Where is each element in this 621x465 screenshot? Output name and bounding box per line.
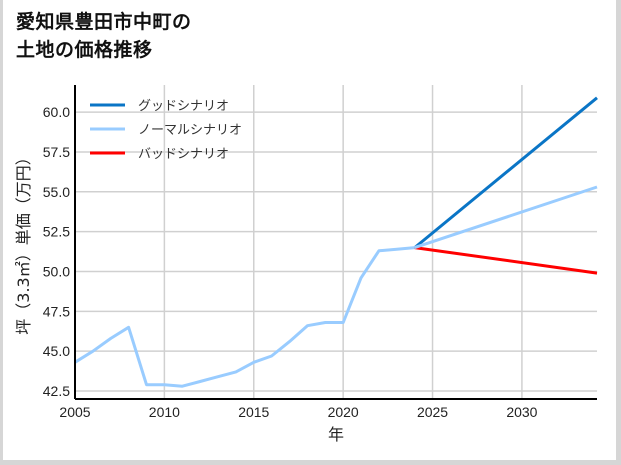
legend-label: グッドシナリオ [138, 99, 229, 114]
y-tick-label: 45.0 [43, 343, 70, 359]
x-axis-label: 年 [328, 425, 344, 444]
axes [74, 85, 597, 400]
y-tick-label: 52.5 [43, 224, 70, 240]
y-tick-labels: 42.5 45.0 47.5 50.0 52.5 55.0 57.5 60.0 [43, 104, 70, 399]
chart-frame: 愛知県豊田市中町の 土地の価格推移 [3, 0, 616, 460]
y-tick-label: 55.0 [43, 184, 70, 200]
x-tick-label: 2005 [59, 404, 90, 420]
x-tick-labels: 2005 2010 2015 2020 2025 2030 [59, 404, 537, 420]
chart-title-line1: 愛知県豊田市中町の [16, 11, 192, 33]
y-tick-label: 47.5 [43, 303, 70, 319]
series-line [414, 246, 598, 275]
chart-title: 愛知県豊田市中町の 土地の価格推移 [16, 8, 192, 64]
series-line [74, 246, 415, 388]
data-series [74, 96, 598, 388]
x-tick-label: 2030 [506, 404, 537, 420]
x-tick-label: 2025 [417, 404, 448, 420]
chart-title-line2: 土地の価格推移 [16, 39, 153, 61]
legend-label: バッドシナリオ [138, 147, 229, 162]
y-tick-label: 57.5 [43, 144, 70, 160]
x-tick-label: 2020 [328, 404, 359, 420]
grid-lines [74, 85, 597, 399]
y-axis-label: 坪（3.3㎡）単価（万円） [14, 149, 33, 334]
x-tick-label: 2010 [149, 404, 180, 420]
series-line [413, 96, 598, 249]
legend-label: ノーマルシナリオ [138, 123, 242, 138]
y-tick-label: 50.0 [43, 263, 70, 279]
series-line [414, 185, 598, 250]
x-tick-label: 2015 [238, 404, 269, 420]
y-tick-label: 42.5 [43, 383, 70, 399]
y-tick-label: 60.0 [43, 104, 70, 120]
